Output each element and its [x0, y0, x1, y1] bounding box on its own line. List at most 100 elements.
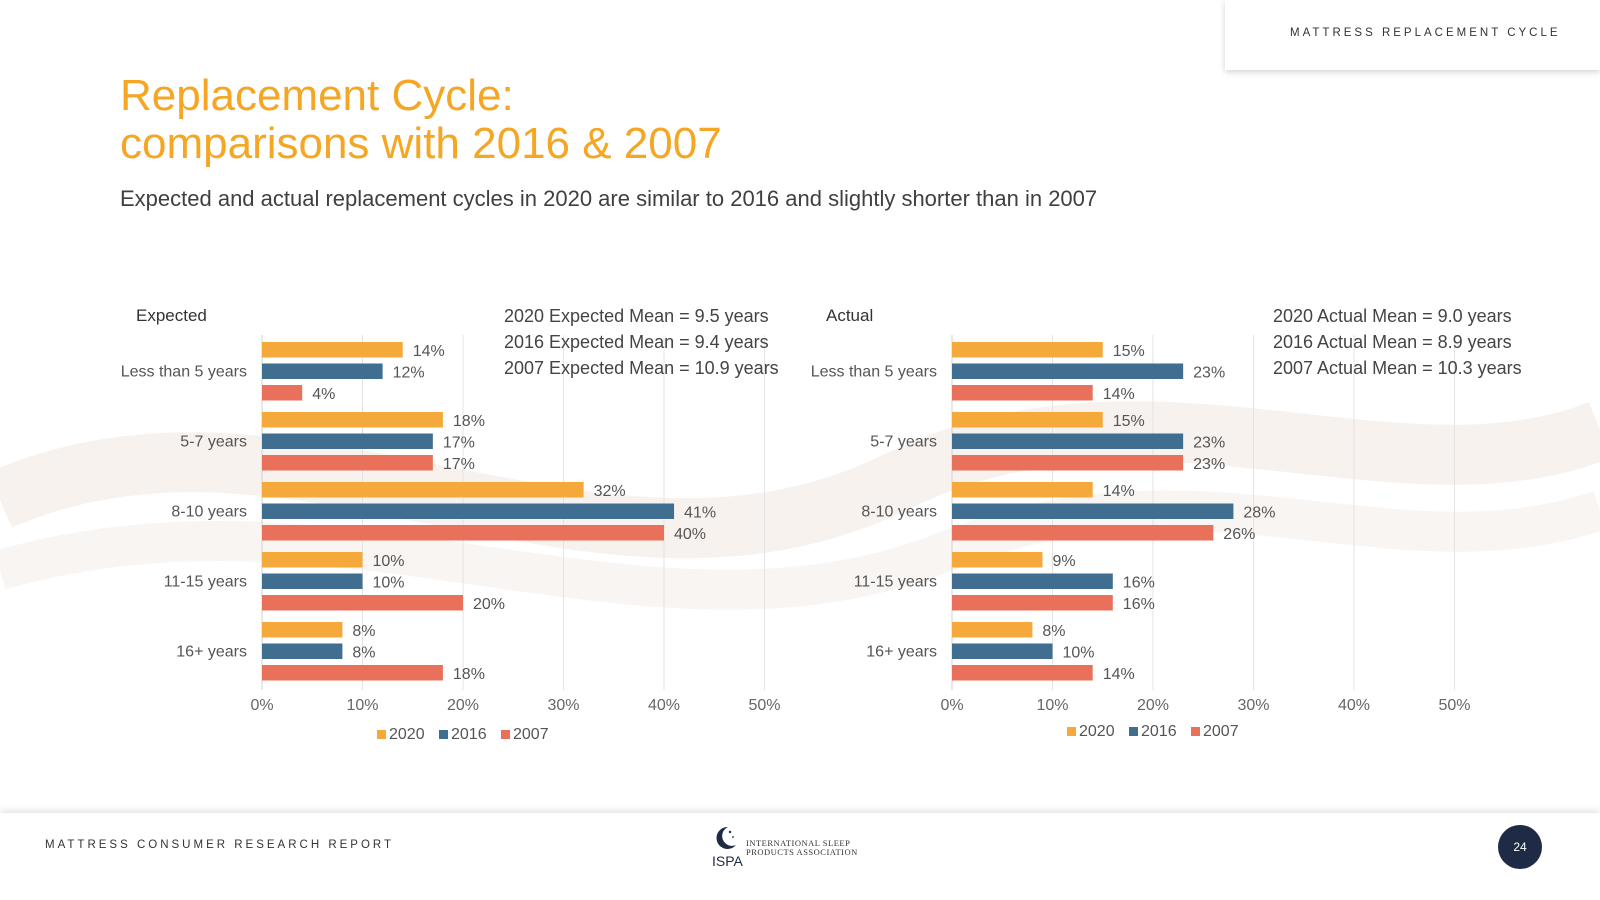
- actual-mean-annotation: 2007 Actual Mean = 10.3 years: [1273, 358, 1522, 378]
- expected-category-label: 8-10 years: [171, 503, 247, 520]
- actual-bar: [952, 595, 1113, 611]
- expected-data-label: 41%: [684, 504, 716, 521]
- expected-bar: [262, 412, 443, 428]
- actual-data-label: 9%: [1052, 553, 1075, 570]
- expected-data-label: 18%: [453, 413, 485, 430]
- actual-bar: [952, 525, 1214, 541]
- expected-data-label: 14%: [413, 343, 445, 360]
- page-title: Replacement Cycle: comparisons with 2016…: [120, 72, 722, 168]
- actual-data-label: 14%: [1103, 386, 1135, 403]
- expected-legend-swatch: [377, 730, 386, 739]
- actual-data-label: 8%: [1042, 623, 1065, 640]
- moon-icon: [716, 826, 736, 849]
- expected-bar: [262, 573, 363, 589]
- actual-bar: [952, 482, 1093, 498]
- actual-x-tick-label: 0%: [940, 697, 963, 714]
- expected-bar: [262, 503, 675, 519]
- section-header-tab: MATTRESS REPLACEMENT CYCLE: [1225, 0, 1600, 70]
- expected-legend-swatch: [439, 730, 448, 739]
- expected-bar: [262, 552, 363, 568]
- expected-mean-annotation: 2007 Expected Mean = 10.9 years: [504, 358, 779, 378]
- actual-x-tick-label: 30%: [1237, 697, 1269, 714]
- actual-legend-swatch: [1067, 727, 1076, 736]
- actual-category-label: 5-7 years: [870, 433, 937, 450]
- expected-bar: [262, 363, 383, 379]
- actual-data-label: 15%: [1113, 413, 1145, 430]
- expected-chart: Expected Less than 5 years 14% 12% 4% 5-7 yea…: [121, 306, 781, 743]
- expected-bar: [262, 433, 433, 449]
- actual-data-label: 26%: [1223, 526, 1255, 543]
- actual-category-label: 11-15 years: [854, 573, 937, 590]
- actual-legend-label: 2007: [1203, 723, 1239, 740]
- actual-legend-label: 2016: [1141, 723, 1177, 740]
- expected-x-tick-label: 40%: [648, 697, 680, 714]
- page-number-badge: 24: [1498, 825, 1542, 869]
- actual-x-tick-label: 40%: [1338, 697, 1370, 714]
- expected-legend-label: 2007: [513, 726, 549, 743]
- actual-data-label: 14%: [1103, 666, 1135, 683]
- expected-bar: [262, 482, 584, 498]
- actual-bar: [952, 433, 1184, 449]
- expected-category-label: 16+ years: [176, 643, 247, 660]
- actual-data-label: 16%: [1123, 574, 1155, 591]
- expected-data-label: 32%: [594, 483, 626, 500]
- actual-bar: [952, 412, 1103, 428]
- actual-data-label: 28%: [1243, 504, 1275, 521]
- expected-x-tick-label: 0%: [250, 697, 273, 714]
- expected-bar: [262, 643, 343, 659]
- expected-bar: [262, 525, 664, 541]
- logo-name-line1: INTERNATIONAL SLEEP: [746, 838, 851, 848]
- actual-bar: [952, 622, 1033, 638]
- actual-data-label: 16%: [1123, 596, 1155, 613]
- expected-mean-annotation: 2020 Expected Mean = 9.5 years: [504, 306, 769, 326]
- actual-category-label: Less than 5 years: [811, 363, 937, 380]
- expected-x-tick-label: 10%: [346, 697, 378, 714]
- actual-legend-swatch: [1129, 727, 1138, 736]
- expected-data-label: 10%: [373, 553, 405, 570]
- actual-bar: [952, 363, 1184, 379]
- actual-bar: [952, 385, 1093, 401]
- actual-mean-annotation: 2016 Actual Mean = 8.9 years: [1273, 332, 1512, 352]
- logo-name-line2: PRODUCTS ASSOCIATION: [746, 847, 858, 857]
- actual-data-label: 23%: [1193, 434, 1225, 451]
- expected-data-label: 8%: [352, 644, 375, 661]
- actual-legend-label: 2020: [1079, 723, 1115, 740]
- page-title-line1: Replacement Cycle:: [120, 71, 514, 120]
- expected-bar: [262, 342, 403, 358]
- footer: MATTRESS CONSUMER RESEARCH REPORT INTERN…: [0, 813, 1600, 900]
- expected-data-label: 12%: [393, 364, 425, 381]
- actual-chart-title: Actual: [826, 306, 873, 325]
- actual-x-tick-label: 50%: [1438, 697, 1470, 714]
- expected-bar: [262, 455, 433, 471]
- actual-data-label: 23%: [1193, 364, 1225, 381]
- actual-bar: [952, 643, 1053, 659]
- actual-bar: [952, 552, 1043, 568]
- expected-legend-label: 2020: [389, 726, 425, 743]
- actual-data-label: 15%: [1113, 343, 1145, 360]
- actual-legend-swatch: [1191, 727, 1200, 736]
- logo-name-text: INTERNATIONAL SLEEP PRODUCTS ASSOCIATION: [746, 839, 858, 857]
- expected-bar: [262, 385, 303, 401]
- expected-data-label: 18%: [453, 666, 485, 683]
- page-subtitle: Expected and actual replacement cycles i…: [120, 186, 1098, 211]
- actual-bar: [952, 342, 1103, 358]
- expected-chart-title: Expected: [136, 306, 207, 325]
- actual-mean-annotation: 2020 Actual Mean = 9.0 years: [1273, 306, 1512, 326]
- logo-abbreviation: ISPA: [712, 853, 743, 869]
- actual-data-label: 10%: [1063, 644, 1095, 661]
- actual-category-label: 8-10 years: [861, 503, 937, 520]
- actual-category-label: 16+ years: [866, 643, 937, 660]
- actual-chart: Actual Less than 5 years 15% 23% 14% 5-7 year…: [811, 306, 1522, 740]
- expected-data-label: 20%: [473, 596, 505, 613]
- expected-mean-annotation: 2016 Expected Mean = 9.4 years: [504, 332, 769, 352]
- expected-bar: [262, 665, 443, 681]
- footer-report-title: MATTRESS CONSUMER RESEARCH REPORT: [45, 839, 395, 851]
- expected-legend-swatch: [501, 730, 510, 739]
- expected-category-label: Less than 5 years: [121, 363, 247, 380]
- expected-bar: [262, 595, 463, 611]
- expected-bar: [262, 622, 343, 638]
- expected-data-label: 17%: [443, 456, 475, 473]
- expected-data-label: 4%: [312, 386, 335, 403]
- expected-data-label: 8%: [352, 623, 375, 640]
- actual-data-label: 23%: [1193, 456, 1225, 473]
